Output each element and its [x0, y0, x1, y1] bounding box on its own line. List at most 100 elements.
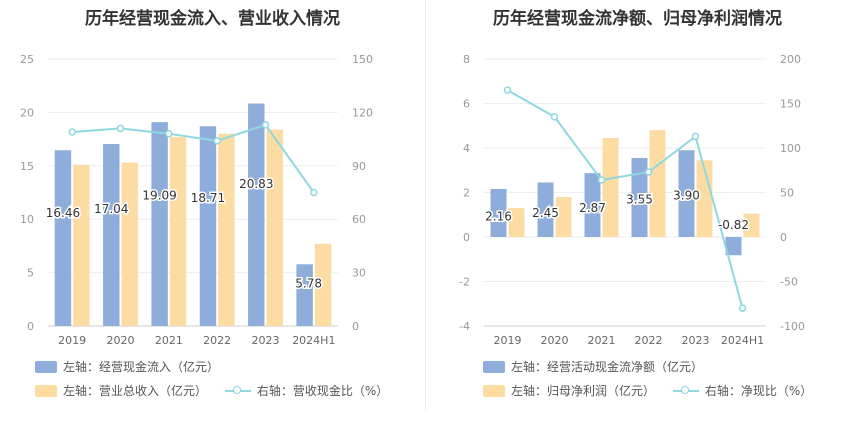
- bar: [508, 208, 525, 237]
- y-tick-left: 15: [20, 160, 34, 173]
- legend-swatch-revenue-cash-ratio: [224, 385, 251, 397]
- bar-data-label: 19.09: [142, 189, 176, 203]
- legend-item-revenue-cash-ratio[interactable]: 右轴：营收现金比（%）: [224, 383, 389, 399]
- y-tick-right: -100: [780, 320, 805, 333]
- y-tick-right: 150: [780, 98, 801, 111]
- x-tick-label: 2020: [107, 334, 135, 347]
- legend-item-revenue[interactable]: 左轴：营业总收入（亿元）: [35, 383, 207, 399]
- y-tick-left: -4: [459, 320, 470, 333]
- bar: [314, 243, 332, 326]
- bar: [555, 196, 572, 237]
- y-tick-right: 0: [780, 231, 787, 244]
- ratio-point: [644, 168, 653, 176]
- x-tick-label: 2022: [635, 334, 663, 347]
- bar-data-label: -0.82: [718, 218, 749, 232]
- bar: [296, 264, 313, 326]
- bar-data-label: 3.90: [673, 188, 700, 202]
- ratio-point: [691, 132, 700, 141]
- legend-label-net-operating-cash: 左轴：经营活动现金流净额（亿元）: [511, 360, 704, 374]
- legend-item-cash-inflow[interactable]: 左轴：经营现金流入（亿元）: [35, 359, 219, 375]
- bar-data-label: 2.87: [579, 201, 606, 215]
- bar: [584, 173, 601, 237]
- ratio-point: [597, 176, 606, 184]
- y-tick-left: 20: [20, 106, 34, 119]
- panel-divider: [425, 0, 426, 410]
- y-tick-right: 0: [352, 320, 359, 333]
- legend-swatch-revenue: [35, 385, 57, 397]
- bar-data-label: 2.16: [485, 210, 512, 224]
- bar-data-label: 5.78: [295, 277, 322, 291]
- y-tick-right: 150: [352, 53, 373, 66]
- bar-data-label: 18.71: [191, 191, 225, 205]
- bar-data-label: 17.04: [94, 202, 128, 216]
- bar: [678, 150, 695, 237]
- legend-swatch-net-profit: [483, 385, 505, 397]
- y-tick-right: 60: [352, 213, 366, 226]
- bar-data-label: 2.45: [532, 206, 559, 220]
- left-chart-panel: 历年经营现金流入、营业收入情况 0 5 10 15 20 25 0 30 60 90 120 150 2…: [20, 9, 389, 399]
- legend-swatch-net-cash-ratio: [672, 385, 699, 397]
- ratio-point: [310, 188, 318, 197]
- ratio-point: [165, 130, 173, 138]
- bar: [218, 133, 235, 326]
- x-tick-label: 2019: [58, 334, 86, 347]
- bar: [248, 103, 265, 326]
- bar-data-label: 3.55: [626, 193, 653, 207]
- y-tick-right: 50: [780, 187, 794, 200]
- legend-label-revenue-cash-ratio: 右轴：营收现金比（%）: [256, 384, 389, 398]
- y-tick-right: -50: [780, 276, 798, 289]
- legend-label-revenue: 左轴：营业总收入（亿元）: [63, 384, 208, 398]
- ratio-point: [503, 86, 512, 94]
- y-tick-left: 4: [463, 142, 470, 155]
- bar: [199, 126, 217, 326]
- x-tick-label: 2021: [588, 334, 616, 347]
- bar-data-label: 16.46: [46, 206, 80, 220]
- bar: [103, 144, 120, 326]
- y-tick-left: 25: [20, 53, 34, 66]
- ratio-point: [213, 137, 221, 145]
- ratio-line: [72, 123, 315, 194]
- x-tick-label: 2021: [155, 334, 183, 347]
- x-tick-label: 2023: [252, 334, 280, 347]
- x-tick-label: 2019: [494, 334, 522, 347]
- bar: [73, 164, 90, 326]
- ratio-point: [261, 121, 270, 129]
- right-chart-plot: -4 -2 0 2 4 6 8 -100 -50 0 50 100 150 200 2019 2020 2021…: [459, 53, 805, 347]
- legend-label-net-cash-ratio: 右轴：净现比（%）: [704, 384, 813, 398]
- right-chart-title: 历年经营现金流净额、归母净利润情况: [493, 9, 782, 29]
- bar: [631, 158, 648, 237]
- x-tick-label: 2022: [203, 334, 231, 347]
- legend-swatch-net-operating-cash: [483, 361, 505, 373]
- bar: [121, 162, 138, 326]
- legend-item-net-cash-ratio[interactable]: 右轴：净现比（%）: [672, 383, 813, 399]
- bar: [725, 237, 742, 256]
- ratio-point: [550, 113, 559, 121]
- y-tick-left: 8: [463, 53, 470, 66]
- y-tick-right: 200: [780, 53, 801, 66]
- y-tick-right: 90: [352, 160, 366, 173]
- y-tick-left: 10: [20, 213, 34, 226]
- bar: [490, 188, 507, 237]
- y-tick-right: 120: [352, 106, 373, 119]
- x-tick-label: 2020: [541, 334, 569, 347]
- y-tick-left: 5: [27, 267, 34, 280]
- bar-data-label: 20.83: [239, 177, 273, 191]
- legend-item-net-operating-cash[interactable]: 左轴：经营活动现金流净额（亿元）: [483, 359, 703, 375]
- x-tick-label: 2024H1: [292, 334, 335, 347]
- y-tick-left: 0: [463, 231, 470, 244]
- right-chart-panel: 历年经营现金流净额、归母净利润情况 -4 -2 0 2 4 6 8 -100 -50 0 50 100…: [425, 0, 850, 437]
- bar: [537, 182, 554, 237]
- ratio-line: [507, 89, 744, 309]
- bar: [602, 137, 619, 237]
- y-tick-right: 30: [352, 267, 366, 280]
- legend-swatch-cash-inflow: [35, 361, 57, 373]
- ratio-point: [68, 128, 76, 136]
- ratio-point: [738, 304, 747, 312]
- legend-item-net-profit[interactable]: 左轴：归母净利润（亿元）: [483, 383, 655, 399]
- ratio-point: [116, 124, 125, 133]
- left-chart-title: 历年经营现金流入、营业收入情况: [85, 9, 340, 29]
- bar: [649, 130, 666, 237]
- y-tick-left: 0: [27, 320, 34, 333]
- legend-label-net-profit: 左轴：归母净利润（亿元）: [511, 384, 656, 398]
- bar: [169, 136, 187, 326]
